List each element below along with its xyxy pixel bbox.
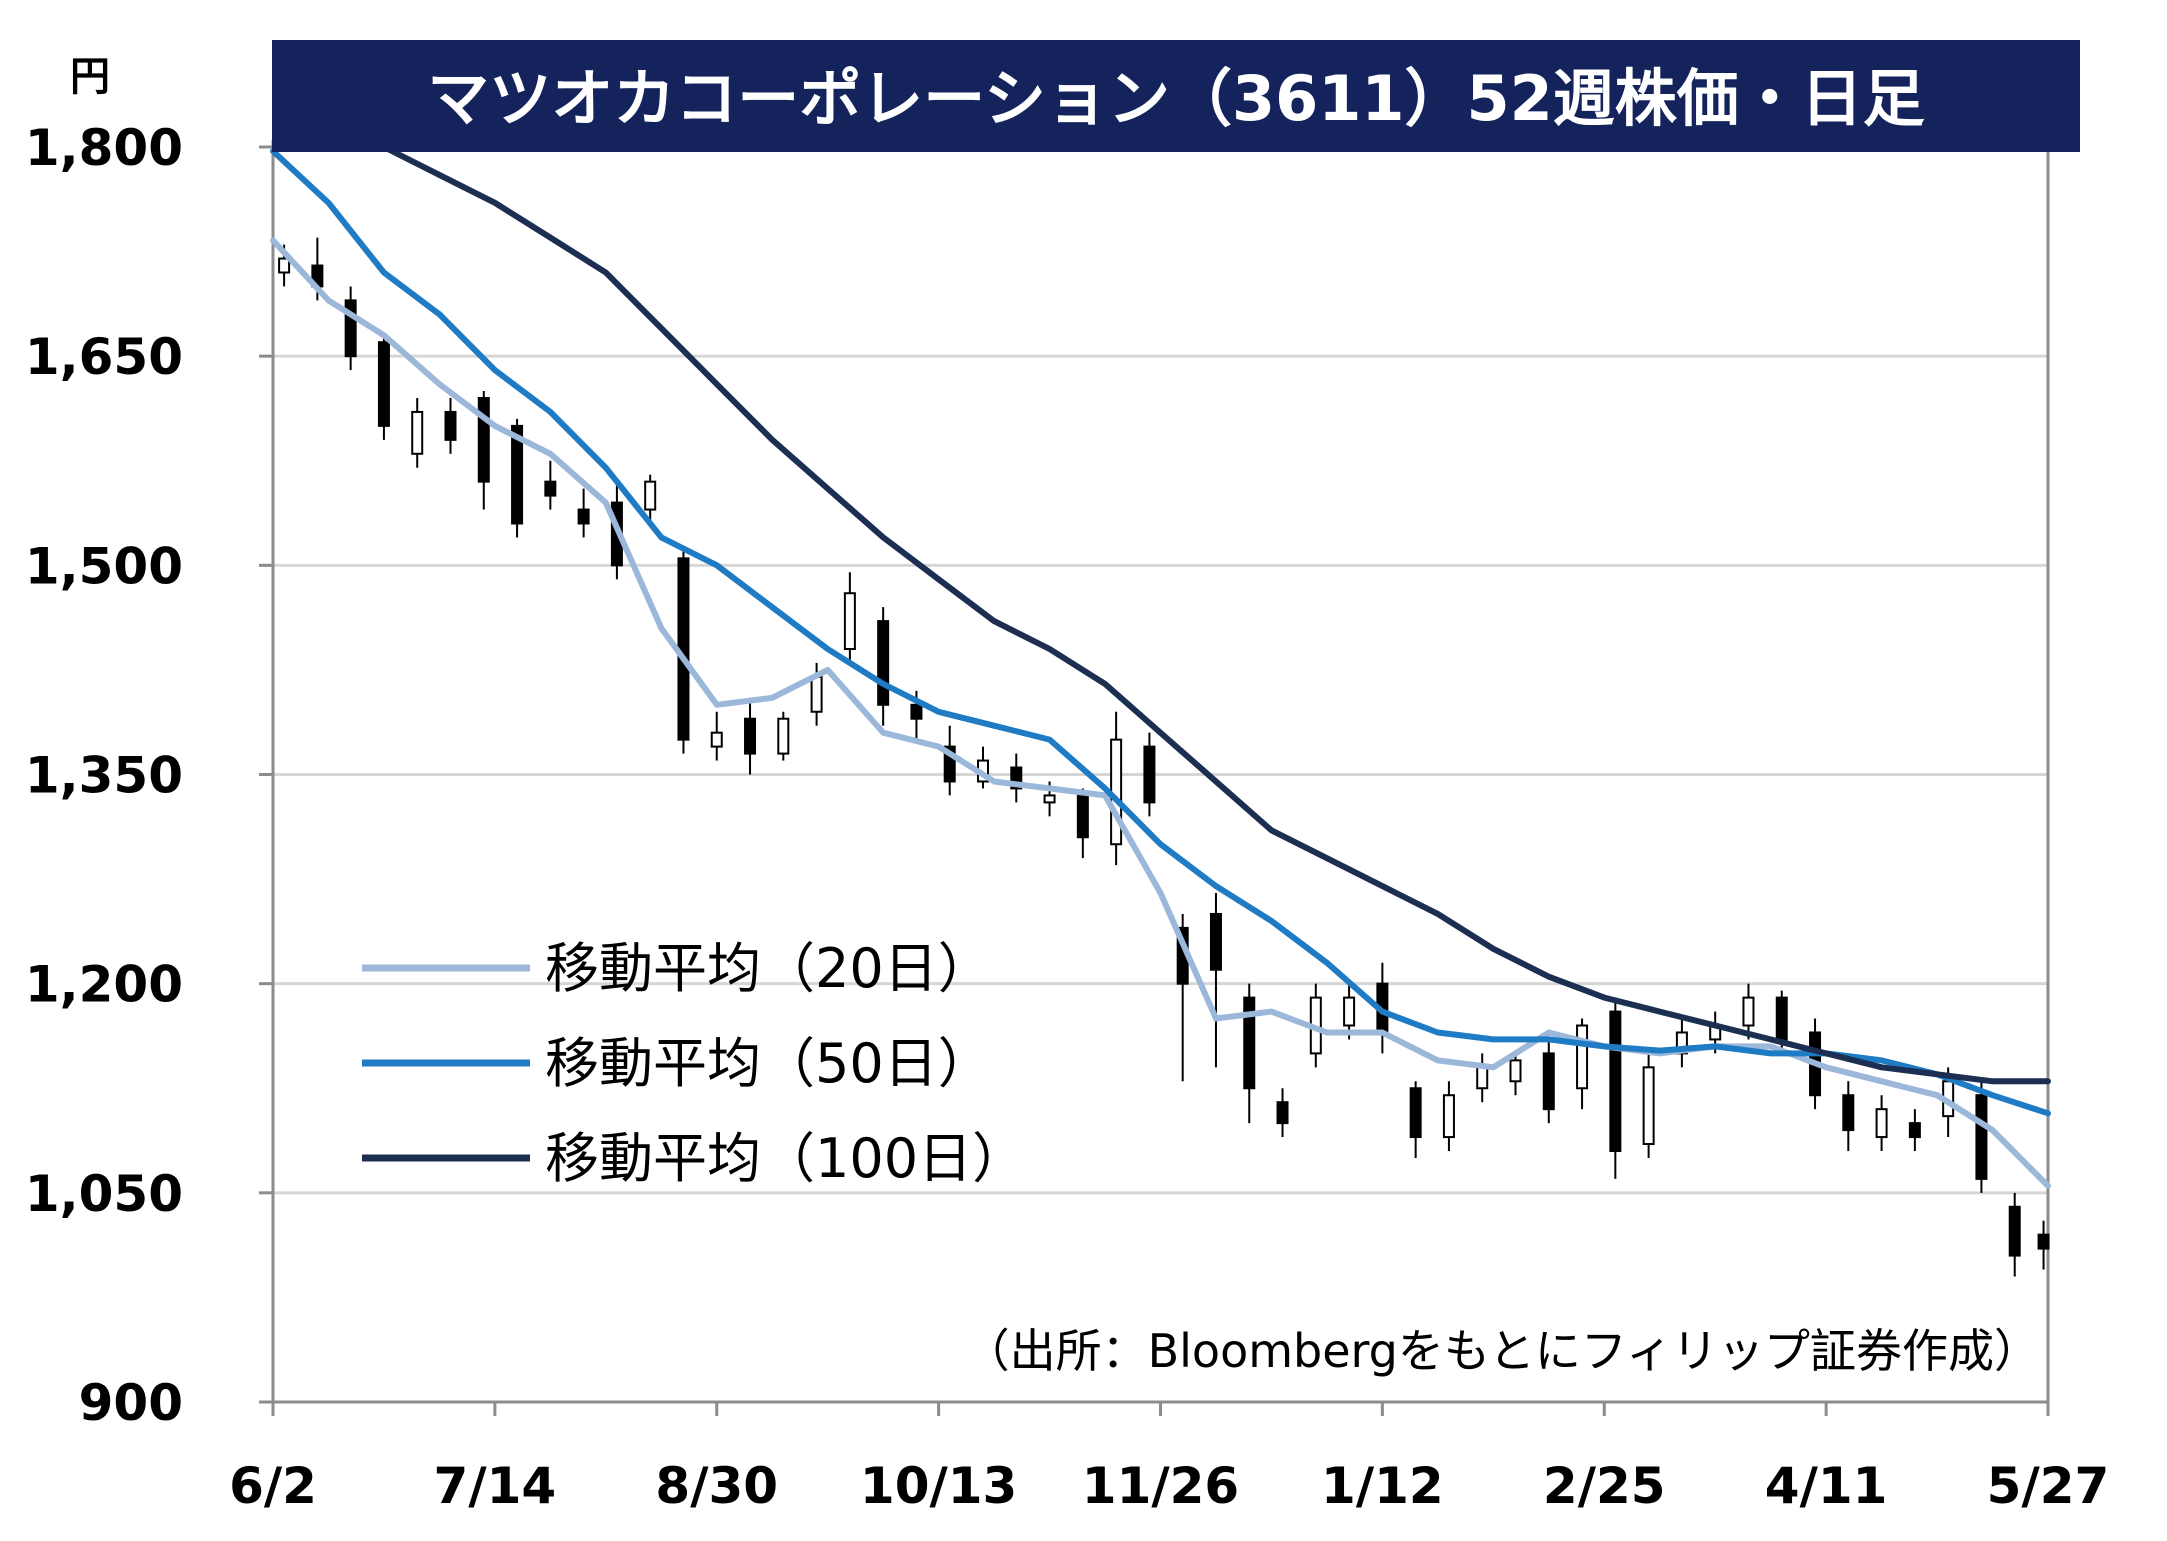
y-axis-unit: 円 — [70, 54, 110, 100]
candle-body — [1045, 795, 1055, 802]
candle-body — [1610, 1012, 1620, 1151]
candle-body — [379, 342, 389, 426]
y-tick-label: 1,500 — [25, 537, 183, 595]
candle-body — [745, 719, 755, 754]
candle-body — [2010, 1207, 2020, 1256]
candle-body — [479, 398, 489, 482]
legend-label: 移動平均（50日） — [545, 1032, 992, 1095]
candle-body — [1544, 1053, 1554, 1109]
candle-body — [1976, 1095, 1986, 1179]
candle-body — [1843, 1095, 1853, 1130]
candle-body — [911, 705, 921, 719]
candle-body — [279, 259, 289, 273]
y-tick-label: 900 — [79, 1374, 183, 1432]
candle-body — [645, 482, 655, 510]
candle-body — [1078, 795, 1088, 837]
x-tick-label: 7/14 — [434, 1457, 557, 1515]
candle-body — [812, 677, 822, 712]
candle-body — [1144, 747, 1154, 803]
candle-body — [1511, 1060, 1521, 1081]
candle-body — [446, 412, 456, 440]
candle-body — [1910, 1123, 1920, 1137]
candle-body — [1411, 1088, 1421, 1137]
candle-body — [1577, 1026, 1587, 1089]
candle-body — [545, 482, 555, 496]
candle-body — [1211, 914, 1221, 970]
x-tick-label: 2/25 — [1543, 1457, 1666, 1515]
x-tick-label: 8/30 — [655, 1457, 778, 1515]
x-tick-label: 10/13 — [860, 1457, 1017, 1515]
chart-title: マツオカコーポレーション（3611）52週株価・日足 — [427, 62, 1925, 135]
x-tick-label: 1/12 — [1321, 1457, 1444, 1515]
x-tick-label: 11/26 — [1082, 1457, 1239, 1515]
y-tick-label: 1,050 — [25, 1165, 183, 1223]
candle-body — [2039, 1235, 2049, 1249]
candle-body — [1344, 998, 1354, 1026]
candle-body — [1777, 998, 1787, 1040]
source-note: （出所：Bloombergをもとにフィリップ証券作成） — [964, 1324, 2040, 1378]
candle-body — [579, 510, 589, 524]
legend-label: 移動平均（100日） — [545, 1127, 1026, 1190]
candle-body — [712, 733, 722, 747]
y-tick-label: 1,800 — [25, 119, 183, 177]
candle-body — [1743, 998, 1753, 1026]
y-tick-label: 1,200 — [25, 956, 183, 1014]
legend-label: 移動平均（20日） — [545, 937, 992, 1000]
y-tick-label: 1,350 — [25, 747, 183, 805]
candle-body — [1644, 1067, 1654, 1144]
candle-body — [1444, 1095, 1454, 1137]
candle-body — [412, 412, 422, 454]
candle-body — [878, 621, 888, 705]
x-tick-label: 6/2 — [229, 1457, 317, 1515]
y-tick-label: 1,650 — [25, 328, 183, 386]
candle-body — [845, 593, 855, 649]
candle-body — [1477, 1067, 1487, 1088]
x-tick-label: 5/27 — [1987, 1457, 2110, 1515]
x-tick-label: 4/11 — [1765, 1457, 1888, 1515]
candle-body — [778, 719, 788, 754]
candle-body — [1877, 1109, 1887, 1137]
candle-body — [1278, 1102, 1288, 1123]
